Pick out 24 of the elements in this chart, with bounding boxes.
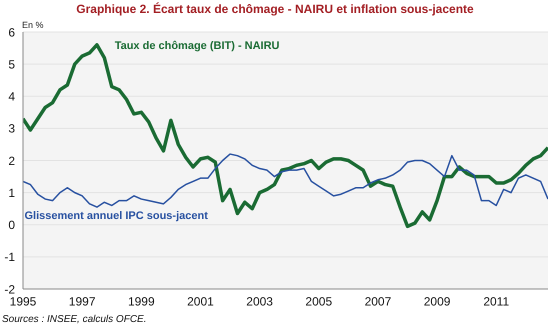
x-tick-label: 1995 (10, 294, 37, 309)
x-tick-label: 1999 (128, 294, 155, 309)
y-axis-title: En % (22, 20, 44, 30)
y-tick-label: 0 (8, 218, 16, 232)
x-tick-label: 2011 (483, 294, 510, 309)
series-label: Glissement annuel IPC sous-jacent (24, 210, 208, 222)
x-tick-label: 2007 (364, 294, 392, 309)
line-series (23, 153, 548, 208)
y-tick-label: 6 (8, 25, 16, 40)
y-tick-label: 1 (8, 186, 16, 200)
y-tick-label: 4 (8, 90, 16, 104)
x-tick-label: 2001 (187, 294, 214, 309)
y-tick-label: -1 (4, 250, 16, 264)
y-tick-label: -2 (4, 282, 16, 296)
y-tick-label: 5 (8, 57, 16, 72)
chart-title: Graphique 2. Écart taux de chômage - NAIRU et inflation sous-jacente (75, 2, 475, 16)
y-tick-label: 2 (8, 154, 16, 168)
x-tick-label: 2009 (424, 294, 451, 309)
source-note: Sources : INSEE, calculs OFCE. (2, 314, 146, 325)
x-tick-label: 2005 (305, 294, 332, 309)
x-tick-label: 2003 (246, 294, 274, 309)
series-label: Taux de chômage (BIT) - NAIRU (114, 40, 280, 52)
y-tick-label: 3 (8, 122, 16, 136)
x-tick-label: 1997 (68, 294, 96, 309)
